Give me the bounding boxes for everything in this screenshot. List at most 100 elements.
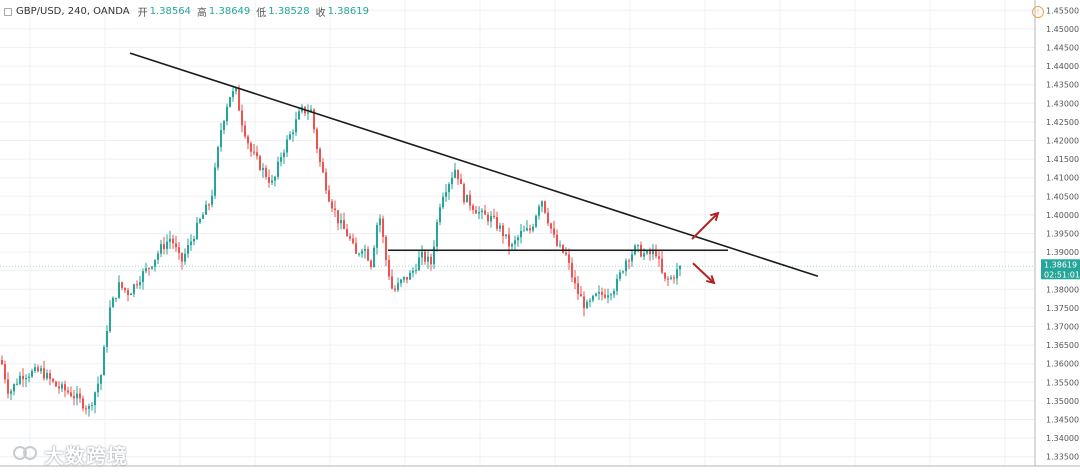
candle-body [91, 405, 93, 407]
candle-body [184, 253, 186, 262]
candle-body [553, 228, 555, 235]
y-tick-label: 1.45500 [1046, 6, 1079, 15]
candle-body [619, 272, 621, 279]
breakdown-down-arrow [692, 262, 715, 284]
y-tick-label: 1.39500 [1046, 230, 1079, 239]
watermark-logo-icon [13, 446, 37, 460]
candle-body [448, 184, 450, 193]
candle-body [70, 392, 72, 397]
candle-body [460, 178, 462, 184]
candle-body [484, 210, 486, 215]
last-price-label: 1.38619 [1044, 260, 1077, 269]
candle-body [100, 375, 102, 384]
y-tick-label: 1.34500 [1046, 416, 1079, 425]
candle-body [643, 253, 645, 257]
candle-body [676, 269, 678, 279]
candle-body [373, 247, 375, 267]
candle-body [220, 130, 222, 148]
candle-body [436, 222, 438, 247]
candle-body [136, 284, 138, 286]
candle-body [571, 262, 573, 278]
candle-body [178, 247, 180, 253]
candle-body [268, 177, 270, 183]
close-label: 收 [315, 8, 326, 19]
candle-body [202, 214, 204, 220]
candle-body [103, 347, 105, 376]
y-tick-label: 1.39000 [1046, 248, 1079, 257]
candle-body [601, 292, 603, 295]
candle-body [505, 234, 507, 237]
candle-body [319, 149, 321, 163]
candle-body [97, 383, 99, 393]
candle-body [364, 248, 366, 251]
close-value: 1.38619 [327, 6, 369, 17]
candle-body [256, 152, 258, 157]
candle-body [295, 119, 297, 133]
candle-body [469, 194, 471, 206]
info-circle-icon[interactable]: ! [1032, 6, 1044, 18]
candle-body [238, 87, 240, 111]
candle-body [421, 251, 423, 258]
candle-body [250, 143, 252, 152]
candle-body [526, 228, 528, 231]
candle-body [493, 215, 495, 218]
candle-body [148, 268, 150, 270]
candle-body [673, 277, 675, 279]
candle-body [463, 183, 465, 203]
candle-body [121, 282, 123, 288]
candle-body [409, 272, 411, 280]
candle-body [286, 139, 288, 153]
minus-box-icon[interactable] [4, 7, 12, 16]
candle-body [169, 238, 171, 242]
candle-body [358, 253, 360, 255]
candle-body [397, 283, 399, 291]
candle-body [406, 276, 408, 280]
y-tick-label: 1.40000 [1046, 211, 1079, 220]
countdown-label: 02:51:01 [1044, 270, 1080, 279]
candle-body [313, 109, 315, 130]
candle-body [163, 244, 165, 249]
candle-body [391, 276, 393, 289]
symbol-label: GBP/USD, 240, OANDA [16, 6, 130, 17]
candle-body [646, 251, 648, 254]
candle-body [394, 288, 396, 291]
candle-body [271, 180, 273, 183]
candle-body [328, 190, 330, 202]
candle-body [415, 270, 417, 272]
candle-body [34, 367, 36, 372]
candle-body [166, 241, 168, 249]
y-tick-label: 1.43500 [1046, 81, 1079, 90]
candle-body [244, 125, 246, 137]
candle-body [583, 296, 585, 309]
candle-body [310, 109, 312, 113]
candle-body [502, 225, 504, 237]
candle-body [574, 277, 576, 284]
candle-body [37, 367, 39, 372]
candle-body [4, 364, 6, 380]
candle-body [259, 156, 261, 170]
candle-body [652, 250, 654, 255]
candle-body [658, 256, 660, 259]
breakout-up-arrow [691, 212, 719, 240]
candle-body [472, 205, 474, 210]
candle-body [532, 226, 534, 231]
candle-body [22, 375, 24, 380]
candle-body [217, 147, 219, 168]
candle-body [211, 195, 213, 205]
candle-body [58, 386, 60, 389]
candle-body [151, 266, 153, 269]
candle-body [292, 132, 294, 135]
candle-body [547, 212, 549, 224]
candle-body [580, 294, 582, 297]
candle-body [85, 408, 87, 410]
candle-body [340, 220, 342, 224]
candle-body [661, 258, 663, 273]
y-tick-label: 1.42500 [1046, 118, 1079, 127]
candle-body [130, 293, 132, 296]
y-tick-label: 1.37000 [1046, 323, 1079, 332]
y-tick-label: 1.41500 [1046, 155, 1079, 164]
open-label: 开 [137, 8, 148, 19]
candle-body [7, 379, 9, 394]
candle-body [49, 373, 51, 379]
